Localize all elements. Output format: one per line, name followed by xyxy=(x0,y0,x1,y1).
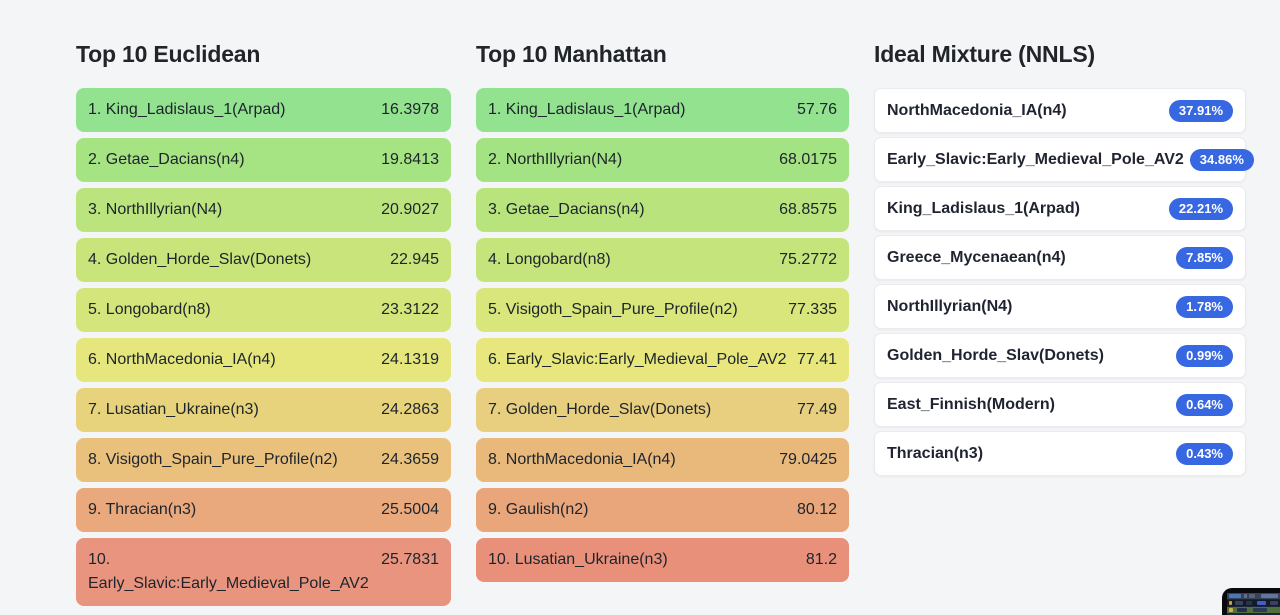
rank-row: 24.1319 6. NorthMacedonia_IA(n4) xyxy=(76,338,451,382)
population-name: 6. Early_Slavic:Early_Medieval_Pole_AV2 xyxy=(488,351,787,368)
mixture-population-name: NorthMacedonia_IA(n4) xyxy=(887,102,1067,119)
distance-value: 23.3122 xyxy=(381,301,439,318)
population-name: 9. Thracian(n3) xyxy=(88,501,197,518)
rank-row: 77.41 6. Early_Slavic:Early_Medieval_Pole… xyxy=(476,338,849,382)
mixture-card: NorthMacedonia_IA(n4) 37.91% xyxy=(874,88,1246,133)
population-name: 6. NorthMacedonia_IA(n4) xyxy=(88,351,276,368)
population-name: 5. Longobard(n8) xyxy=(88,301,211,318)
rank-row: 68.0175 2. NorthIllyrian(N4) xyxy=(476,138,849,182)
distance-value: 68.0175 xyxy=(779,151,837,168)
population-name: 9. Gaulish(n2) xyxy=(488,501,589,518)
distance-value: 77.335 xyxy=(788,301,837,318)
percentage-badge: 22.21% xyxy=(1168,197,1233,220)
distance-value: 68.8575 xyxy=(779,201,837,218)
rank-row: 77.49 7. Golden_Horde_Slav(Donets) xyxy=(476,388,849,432)
mixture-card: Thracian(n3) 0.43% xyxy=(874,431,1246,476)
preview-toolbar-row xyxy=(1227,593,1280,599)
rank-row: 16.3978 1. King_Ladislaus_1(Arpad) xyxy=(76,88,451,132)
distance-value: 20.9027 xyxy=(381,201,439,218)
distance-value: 19.8413 xyxy=(381,151,439,168)
population-name: 10. Lusatian_Ukraine(n3) xyxy=(488,551,668,568)
mixture-panel: Ideal Mixture (NNLS) NorthMacedonia_IA(n… xyxy=(874,40,1254,612)
rank-row: 57.76 1. King_Ladislaus_1(Arpad) xyxy=(476,88,849,132)
manhattan-title: Top 10 Manhattan xyxy=(476,41,667,67)
rank-row: 81.2 10. Lusatian_Ukraine(n3) xyxy=(476,538,849,582)
manhattan-panel: Top 10 Manhattan 57.76 1. King_Ladislaus_… xyxy=(476,40,849,612)
rank-row: 77.335 5. Visigoth_Spain_Pure_Profile(n2) xyxy=(476,288,849,332)
population-name: 2. Getae_Dacians(n4) xyxy=(88,151,245,168)
rank-row: 22.945 4. Golden_Horde_Slav(Donets) xyxy=(76,238,451,282)
mixture-card: Early_Slavic:Early_Medieval_Pole_AV2 34.8… xyxy=(874,137,1254,182)
euclidean-list: 16.3978 1. King_Ladislaus_1(Arpad) 19.8413… xyxy=(76,88,451,606)
percentage-badge: 37.91% xyxy=(1168,99,1233,122)
mixture-population-name: King_Ladislaus_1(Arpad) xyxy=(887,200,1080,217)
percentage-badge: 34.86% xyxy=(1189,148,1254,171)
distance-value: 77.49 xyxy=(796,401,837,418)
rank-row: 23.3122 5. Longobard(n8) xyxy=(76,288,451,332)
population-name: 1. King_Ladislaus_1(Arpad) xyxy=(88,101,286,118)
mixture-population-name: Early_Slavic:Early_Medieval_Pole_AV2 xyxy=(887,151,1184,168)
mixture-population-name: Golden_Horde_Slav(Donets) xyxy=(887,347,1104,364)
distance-value: 57.76 xyxy=(796,101,837,118)
mixture-card: King_Ladislaus_1(Arpad) 22.21% xyxy=(874,186,1246,231)
population-name: 10. Early_Slavic:Early_Medieval_Pole_AV2 xyxy=(88,551,369,592)
mixture-card: NorthIllyrian(N4) 1.78% xyxy=(874,284,1246,329)
rank-row: 24.2863 7. Lusatian_Ukraine(n3) xyxy=(76,388,451,432)
mixture-card: Golden_Horde_Slav(Donets) 0.99% xyxy=(874,333,1246,378)
rank-row: 79.0425 8. NorthMacedonia_IA(n4) xyxy=(476,438,849,482)
percentage-badge: 1.78% xyxy=(1176,295,1233,318)
mixture-population-name: Thracian(n3) xyxy=(887,445,984,462)
euclidean-title: Top 10 Euclidean xyxy=(76,41,261,67)
population-name: 7. Lusatian_Ukraine(n3) xyxy=(88,401,259,418)
distance-value: 24.3659 xyxy=(381,451,439,468)
distance-value: 24.2863 xyxy=(381,401,439,418)
distance-value: 22.945 xyxy=(390,251,439,268)
preview-bottom-row xyxy=(1227,607,1280,613)
mixture-card: East_Finnish(Modern) 0.64% xyxy=(874,382,1246,427)
euclidean-panel: Top 10 Euclidean 16.3978 1. King_Ladislau… xyxy=(76,40,451,612)
population-name: 3. NorthIllyrian(N4) xyxy=(88,201,223,218)
population-name: 4. Golden_Horde_Slav(Donets) xyxy=(88,251,312,268)
rank-row: 25.7831 10. Early_Slavic:Early_Medieval_P… xyxy=(76,538,451,606)
population-name: 3. Getae_Dacians(n4) xyxy=(488,201,645,218)
population-name: 1. King_Ladislaus_1(Arpad) xyxy=(488,101,686,118)
rank-row: 75.2772 4. Longobard(n8) xyxy=(476,238,849,282)
population-name: 5. Visigoth_Spain_Pure_Profile(n2) xyxy=(488,301,738,318)
mixture-card: Greece_Mycenaean(n4) 7.85% xyxy=(874,235,1246,280)
rank-row: 24.3659 8. Visigoth_Spain_Pure_Profile(n2… xyxy=(76,438,451,482)
rank-row: 25.5004 9. Thracian(n3) xyxy=(76,488,451,532)
manhattan-list: 57.76 1. King_Ladislaus_1(Arpad) 68.0175 2.… xyxy=(476,88,849,582)
distance-value: 81.2 xyxy=(805,551,837,568)
population-name: 8. NorthMacedonia_IA(n4) xyxy=(488,451,676,468)
distance-value: 79.0425 xyxy=(779,451,837,468)
distance-value: 16.3978 xyxy=(381,101,439,118)
rank-row: 68.8575 3. Getae_Dacians(n4) xyxy=(476,188,849,232)
percentage-badge: 0.43% xyxy=(1176,442,1233,465)
distance-value: 77.41 xyxy=(796,351,837,368)
mixture-population-name: Greece_Mycenaean(n4) xyxy=(887,249,1066,266)
population-name: 4. Longobard(n8) xyxy=(488,251,611,268)
rank-row: 80.12 9. Gaulish(n2) xyxy=(476,488,849,532)
mixture-population-name: East_Finnish(Modern) xyxy=(887,396,1056,413)
rank-row: 20.9027 3. NorthIllyrian(N4) xyxy=(76,188,451,232)
distance-value: 75.2772 xyxy=(779,251,837,268)
distance-value: 80.12 xyxy=(796,501,837,518)
distance-value: 25.7831 xyxy=(381,551,439,568)
mixture-title: Ideal Mixture (NNLS) xyxy=(874,41,1095,67)
screen-preview-content xyxy=(1227,593,1280,615)
screen-preview-thumbnail[interactable] xyxy=(1222,588,1280,615)
population-name: 2. NorthIllyrian(N4) xyxy=(488,151,623,168)
percentage-badge: 0.64% xyxy=(1176,393,1233,416)
distance-value: 24.1319 xyxy=(381,351,439,368)
percentage-badge: 7.85% xyxy=(1176,246,1233,269)
mixture-population-name: NorthIllyrian(N4) xyxy=(887,298,1013,315)
distance-value: 25.5004 xyxy=(381,501,439,518)
rank-row: 19.8413 2. Getae_Dacians(n4) xyxy=(76,138,451,182)
population-name: 7. Golden_Horde_Slav(Donets) xyxy=(488,401,712,418)
preview-middle-row xyxy=(1227,600,1280,606)
population-name: 8. Visigoth_Spain_Pure_Profile(n2) xyxy=(88,451,338,468)
mixture-list: NorthMacedonia_IA(n4) 37.91% Early_Slavic:… xyxy=(874,88,1254,476)
percentage-badge: 0.99% xyxy=(1176,344,1233,367)
